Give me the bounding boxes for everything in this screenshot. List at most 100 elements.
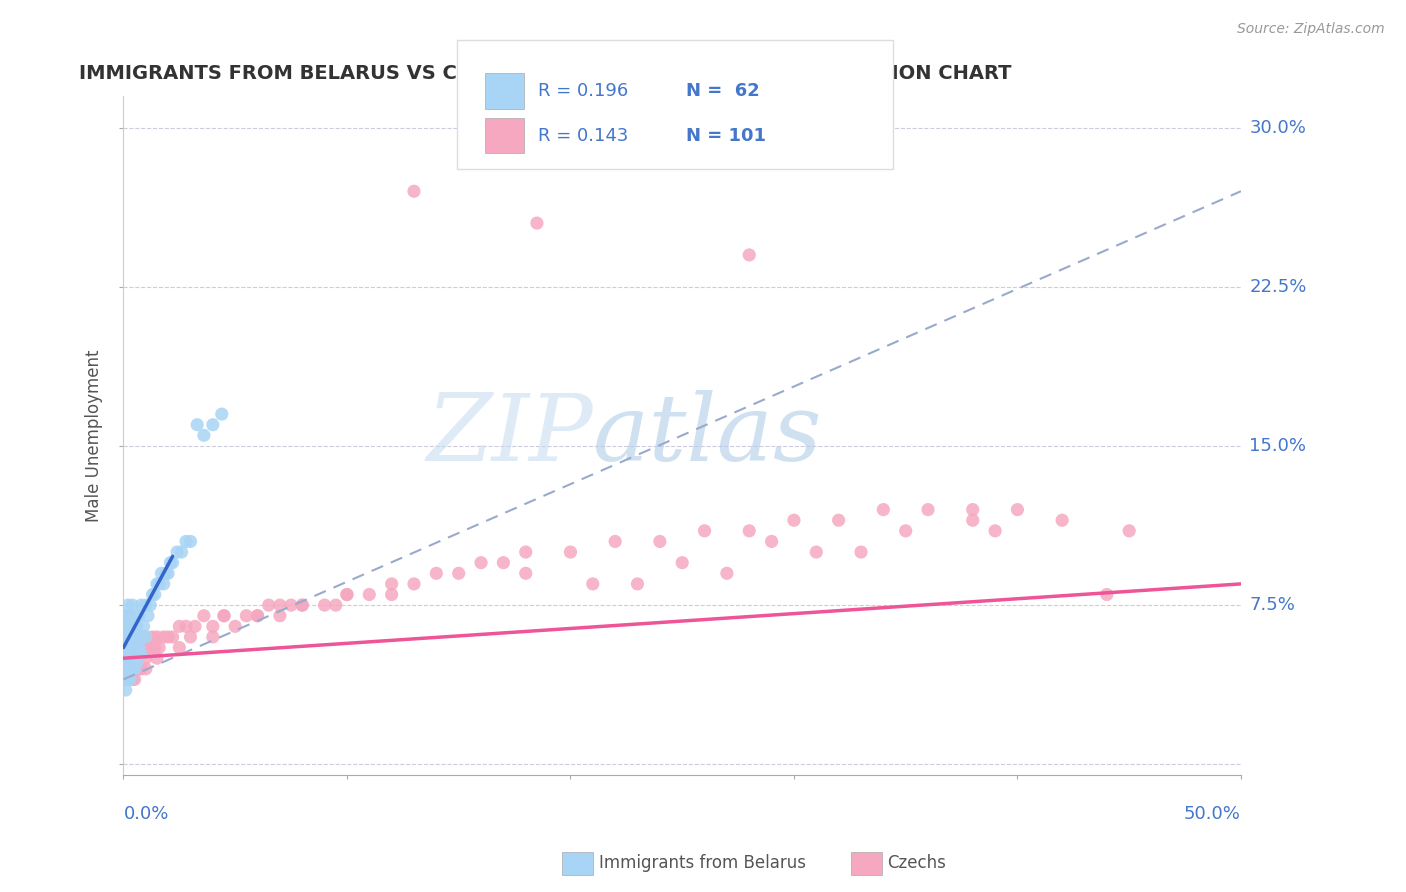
Point <box>114 630 136 644</box>
Point <box>257 598 280 612</box>
Point <box>132 619 155 633</box>
Point <box>114 662 136 676</box>
Point <box>470 556 492 570</box>
Point <box>917 502 939 516</box>
Point <box>128 630 150 644</box>
Point <box>984 524 1007 538</box>
Point <box>193 428 215 442</box>
Point <box>166 545 188 559</box>
Point <box>120 640 142 655</box>
Point <box>135 630 157 644</box>
Point <box>117 608 139 623</box>
Point <box>117 651 139 665</box>
Point <box>246 608 269 623</box>
Text: Czechs: Czechs <box>887 855 946 872</box>
Point <box>117 640 139 655</box>
Point <box>121 673 143 687</box>
Point <box>117 662 139 676</box>
Point <box>159 556 181 570</box>
Point <box>894 524 917 538</box>
Point <box>1118 524 1140 538</box>
Point <box>169 640 191 655</box>
Point <box>211 407 233 421</box>
Point <box>114 651 136 665</box>
Point <box>212 608 235 623</box>
Point <box>148 640 170 655</box>
Point <box>152 630 174 644</box>
Point <box>128 662 150 676</box>
Point <box>201 630 224 644</box>
Point <box>117 673 139 687</box>
Text: IMMIGRANTS FROM BELARUS VS CZECH MALE UNEMPLOYMENT CORRELATION CHART: IMMIGRANTS FROM BELARUS VS CZECH MALE UN… <box>79 64 1011 83</box>
Point <box>117 673 139 687</box>
Point <box>269 608 291 623</box>
Point <box>124 662 146 676</box>
Point <box>179 630 201 644</box>
Point <box>186 417 208 432</box>
Point <box>246 608 269 623</box>
Point <box>117 598 139 612</box>
Point <box>962 513 984 527</box>
Point <box>121 619 143 633</box>
Point <box>174 534 197 549</box>
Point <box>184 619 207 633</box>
Point <box>314 598 336 612</box>
Point <box>716 566 738 581</box>
Point <box>179 534 201 549</box>
Point <box>693 524 716 538</box>
Point <box>117 673 139 687</box>
Point <box>131 630 153 644</box>
Point <box>515 545 537 559</box>
Point <box>132 640 155 655</box>
Text: atlas: atlas <box>593 391 823 480</box>
Point <box>560 545 582 559</box>
Point <box>120 640 142 655</box>
Point <box>193 608 215 623</box>
Point <box>872 502 894 516</box>
Point <box>139 598 162 612</box>
Point <box>121 662 143 676</box>
Point <box>131 662 153 676</box>
Point <box>124 640 146 655</box>
Point <box>738 524 761 538</box>
Point <box>128 608 150 623</box>
Y-axis label: Male Unemployment: Male Unemployment <box>86 349 103 522</box>
Point <box>121 651 143 665</box>
Point <box>121 640 143 655</box>
Point <box>120 673 142 687</box>
Point <box>114 683 136 698</box>
Point <box>114 651 136 665</box>
Point <box>605 534 627 549</box>
Point <box>806 545 828 559</box>
Point <box>124 619 146 633</box>
Point <box>962 502 984 516</box>
Point <box>124 662 146 676</box>
Point <box>120 608 142 623</box>
Point <box>131 647 153 661</box>
Point <box>114 619 136 633</box>
Point <box>648 534 671 549</box>
Point <box>212 608 235 623</box>
Point <box>671 556 693 570</box>
Point <box>117 630 139 644</box>
Point <box>155 566 177 581</box>
Text: R = 0.196: R = 0.196 <box>538 82 628 100</box>
Point <box>849 545 872 559</box>
Point <box>269 598 291 612</box>
Point <box>114 673 136 687</box>
Point <box>148 577 170 591</box>
Point <box>124 630 146 644</box>
Point <box>141 630 163 644</box>
Point <box>139 640 162 655</box>
Point <box>515 566 537 581</box>
Point <box>125 640 148 655</box>
Point <box>425 566 447 581</box>
Point <box>114 673 136 687</box>
Point <box>146 651 169 665</box>
Point <box>135 630 157 644</box>
Point <box>146 630 169 644</box>
Point <box>162 630 184 644</box>
Point <box>124 608 146 623</box>
Point <box>120 673 142 687</box>
Point <box>381 577 404 591</box>
